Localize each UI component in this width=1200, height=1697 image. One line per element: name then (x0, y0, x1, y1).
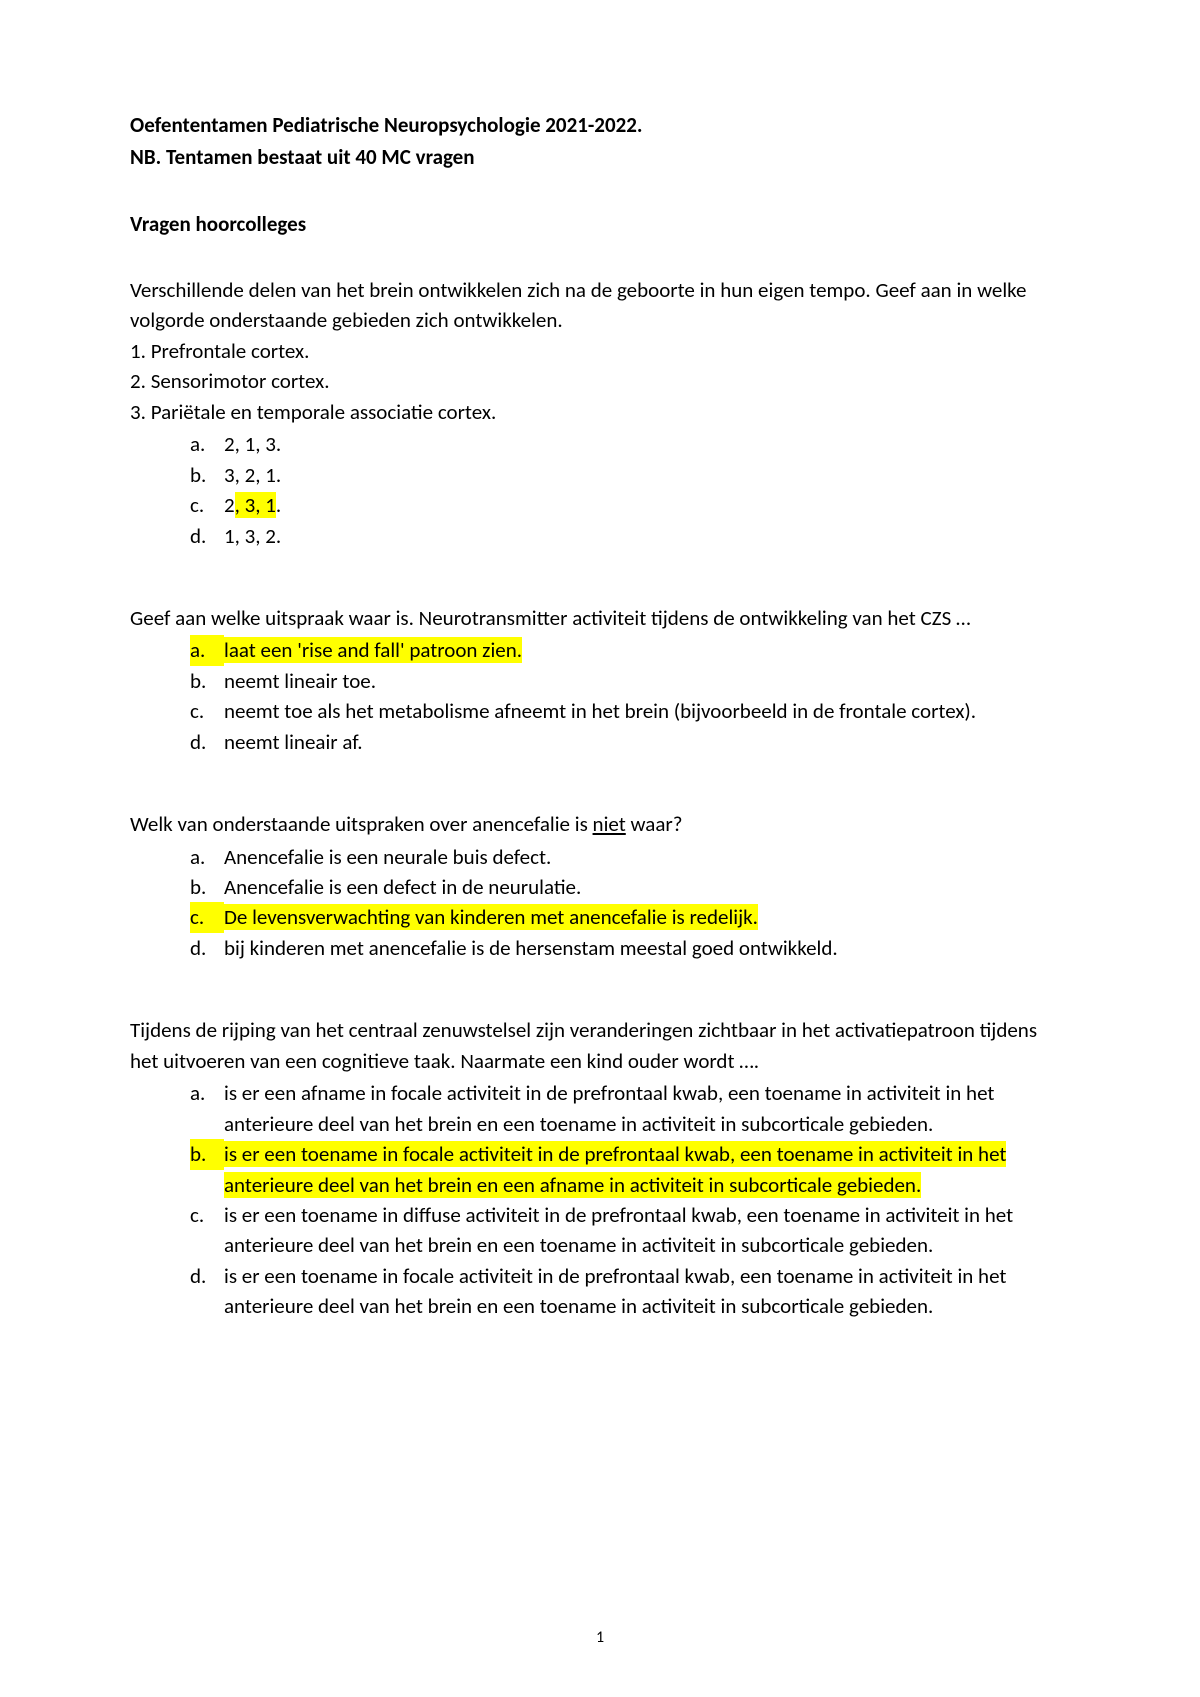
document-header: Oefententamen Pediatrische Neuropsycholo… (130, 110, 1070, 173)
option-item: a. 2, 1, 3. (190, 429, 1070, 459)
option-item: c. 2, 3, 1. (190, 490, 1070, 520)
option-text: De levensverwachting van kinderen met an… (224, 902, 1070, 932)
stem-pre: Welk van onderstaande uitspraken over an… (130, 811, 593, 837)
option-item: d. is er een toename in focale activitei… (190, 1261, 1070, 1322)
question-4: Tijdens de rijping van het centraal zenu… (130, 1015, 1070, 1321)
option-text: neemt lineair toe. (224, 666, 1070, 696)
option-letter: b. (190, 872, 224, 902)
option-text: Anencefalie is een defect in de neurulat… (224, 872, 1070, 902)
option-item: b. is er een toename in focale activitei… (190, 1139, 1070, 1200)
numbered-item: 1. Prefrontale cortex. (130, 336, 1070, 366)
option-letter: a. (190, 1078, 224, 1108)
question-stem: Welk van onderstaande uitspraken over an… (130, 809, 1070, 839)
option-letter: d. (190, 1261, 224, 1291)
question-1: Verschillende delen van het brein ontwik… (130, 275, 1070, 551)
title-line-1: Oefententamen Pediatrische Neuropsycholo… (130, 110, 1070, 142)
option-item: b. neemt lineair toe. (190, 666, 1070, 696)
option-text: Anencefalie is een neurale buis defect. (224, 842, 1070, 872)
option-item: c. is er een toename in diffuse activite… (190, 1200, 1070, 1261)
option-text: laat een 'rise and fall' patroon zien. (224, 635, 1070, 665)
question-stem: Geef aan welke uitspraak waar is. Neurot… (130, 603, 1070, 633)
option-letter: d. (190, 727, 224, 757)
option-item: c. neemt toe als het metabolisme afneemt… (190, 696, 1070, 726)
option-letter: b. (190, 460, 224, 490)
highlighted-answer: , 3, 1 (235, 492, 276, 518)
option-item: a. laat een 'rise and fall' patroon zien… (190, 635, 1070, 665)
numbered-item: 3. Pariëtale en temporale associatie cor… (130, 397, 1070, 427)
option-letter: b. (190, 666, 224, 696)
highlighted-answer: laat een 'rise and fall' patroon zien. (224, 637, 522, 663)
option-item: a. Anencefalie is een neurale buis defec… (190, 842, 1070, 872)
option-letter: c. (190, 902, 224, 932)
option-text: is er een toename in focale activiteit i… (224, 1261, 1070, 1322)
option-letter: c. (190, 1200, 224, 1230)
title-line-2: NB. Tentamen bestaat uit 40 MC vragen (130, 142, 1070, 174)
option-letter: b. (190, 1139, 224, 1169)
option-letter: c. (190, 490, 224, 520)
option-text: bij kinderen met anencefalie is de herse… (224, 933, 1070, 963)
option-letter: a. (190, 429, 224, 459)
option-text: is er een afname in focale activiteit in… (224, 1078, 1070, 1139)
question-stem: Verschillende delen van het brein ontwik… (130, 275, 1070, 336)
question-2: Geef aan welke uitspraak waar is. Neurot… (130, 603, 1070, 757)
stem-underline: niet (593, 811, 626, 837)
option-text: 3, 2, 1. (224, 460, 1070, 490)
numbered-item: 2. Sensorimotor cortex. (130, 366, 1070, 396)
option-letter: a. (190, 842, 224, 872)
option-letter: d. (190, 521, 224, 551)
question-3: Welk van onderstaande uitspraken over an… (130, 809, 1070, 963)
option-letter: c. (190, 696, 224, 726)
option-item: b. 3, 2, 1. (190, 460, 1070, 490)
option-list: a. Anencefalie is een neurale buis defec… (130, 842, 1070, 964)
section-heading: Vragen hoorcolleges (130, 211, 1070, 237)
page-number: 1 (0, 1628, 1200, 1647)
option-prefix: 2 (224, 492, 235, 518)
option-letter: d. (190, 933, 224, 963)
option-text: 1, 3, 2. (224, 521, 1070, 551)
option-list: a. is er een afname in focale activiteit… (130, 1078, 1070, 1322)
option-text: is er een toename in focale activiteit i… (224, 1139, 1070, 1200)
highlighted-answer: is er een toename in focale activiteit i… (224, 1141, 1006, 1197)
question-stem: Tijdens de rijping van het centraal zenu… (130, 1015, 1070, 1076)
option-text: is er een toename in diffuse activiteit … (224, 1200, 1070, 1261)
option-text: neemt lineair af. (224, 727, 1070, 757)
stem-post: waar? (626, 811, 683, 837)
option-item: a. is er een afname in focale activiteit… (190, 1078, 1070, 1139)
option-text: 2, 3, 1. (224, 490, 1070, 520)
option-item: d. neemt lineair af. (190, 727, 1070, 757)
option-text: 2, 1, 3. (224, 429, 1070, 459)
option-item: d. bij kinderen met anencefalie is de he… (190, 933, 1070, 963)
option-letter: a. (190, 635, 224, 665)
option-list: a. laat een 'rise and fall' patroon zien… (130, 635, 1070, 757)
option-item: d. 1, 3, 2. (190, 521, 1070, 551)
option-item: c. De levensverwachting van kinderen met… (190, 902, 1070, 932)
option-suffix: . (276, 492, 281, 518)
option-text: neemt toe als het metabolisme afneemt in… (224, 696, 1070, 726)
highlighted-answer: De levensverwachting van kinderen met an… (224, 904, 758, 930)
option-item: b. Anencefalie is een defect in de neuru… (190, 872, 1070, 902)
option-list: a. 2, 1, 3. b. 3, 2, 1. c. 2, 3, 1. d. 1… (130, 429, 1070, 551)
